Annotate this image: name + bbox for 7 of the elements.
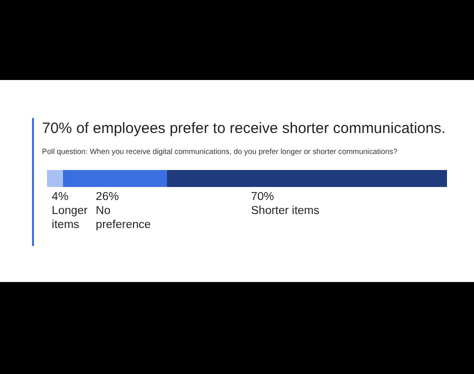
series-label: Longer items bbox=[52, 205, 88, 231]
chart-title: 70% of employees prefer to receive shorter communications. bbox=[42, 120, 446, 137]
series-label: No preference bbox=[96, 205, 151, 231]
data-label: 4% bbox=[52, 191, 68, 203]
data-label: 70% bbox=[251, 191, 274, 203]
data-label: 26% bbox=[96, 191, 119, 203]
series-label: Shorter items bbox=[251, 205, 320, 217]
